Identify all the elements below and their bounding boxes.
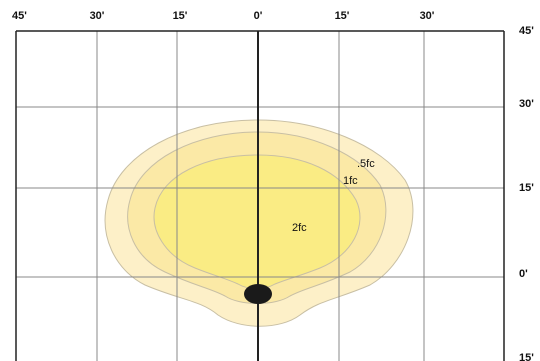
right-tick-label: 45' bbox=[519, 25, 534, 37]
top-tick-label: 0' bbox=[254, 10, 263, 22]
right-axis: 45' 30' 15' 0' 15' bbox=[519, 25, 534, 361]
top-tick-label: 30' bbox=[420, 10, 435, 22]
right-tick-label: 15' bbox=[519, 352, 534, 361]
frame bbox=[15, 30, 505, 361]
isoline-label-half-fc: .5fc bbox=[357, 158, 375, 170]
top-tick-label: 15' bbox=[335, 10, 350, 22]
isoline-label-two-fc: 2fc bbox=[292, 222, 307, 234]
top-tick-label: 45' bbox=[12, 10, 27, 22]
top-tick-label: 15' bbox=[173, 10, 188, 22]
top-tick-label: 30' bbox=[90, 10, 105, 22]
right-tick-label: 15' bbox=[519, 182, 534, 194]
top-axis: 45' 30' 15' 0' 15' 30' bbox=[12, 10, 435, 22]
grid bbox=[16, 31, 504, 361]
right-tick-label: 30' bbox=[519, 98, 534, 110]
isoline-label-one-fc: 1fc bbox=[343, 175, 358, 187]
fixture-marker-icon bbox=[244, 284, 272, 304]
right-tick-label: 0' bbox=[519, 268, 528, 280]
